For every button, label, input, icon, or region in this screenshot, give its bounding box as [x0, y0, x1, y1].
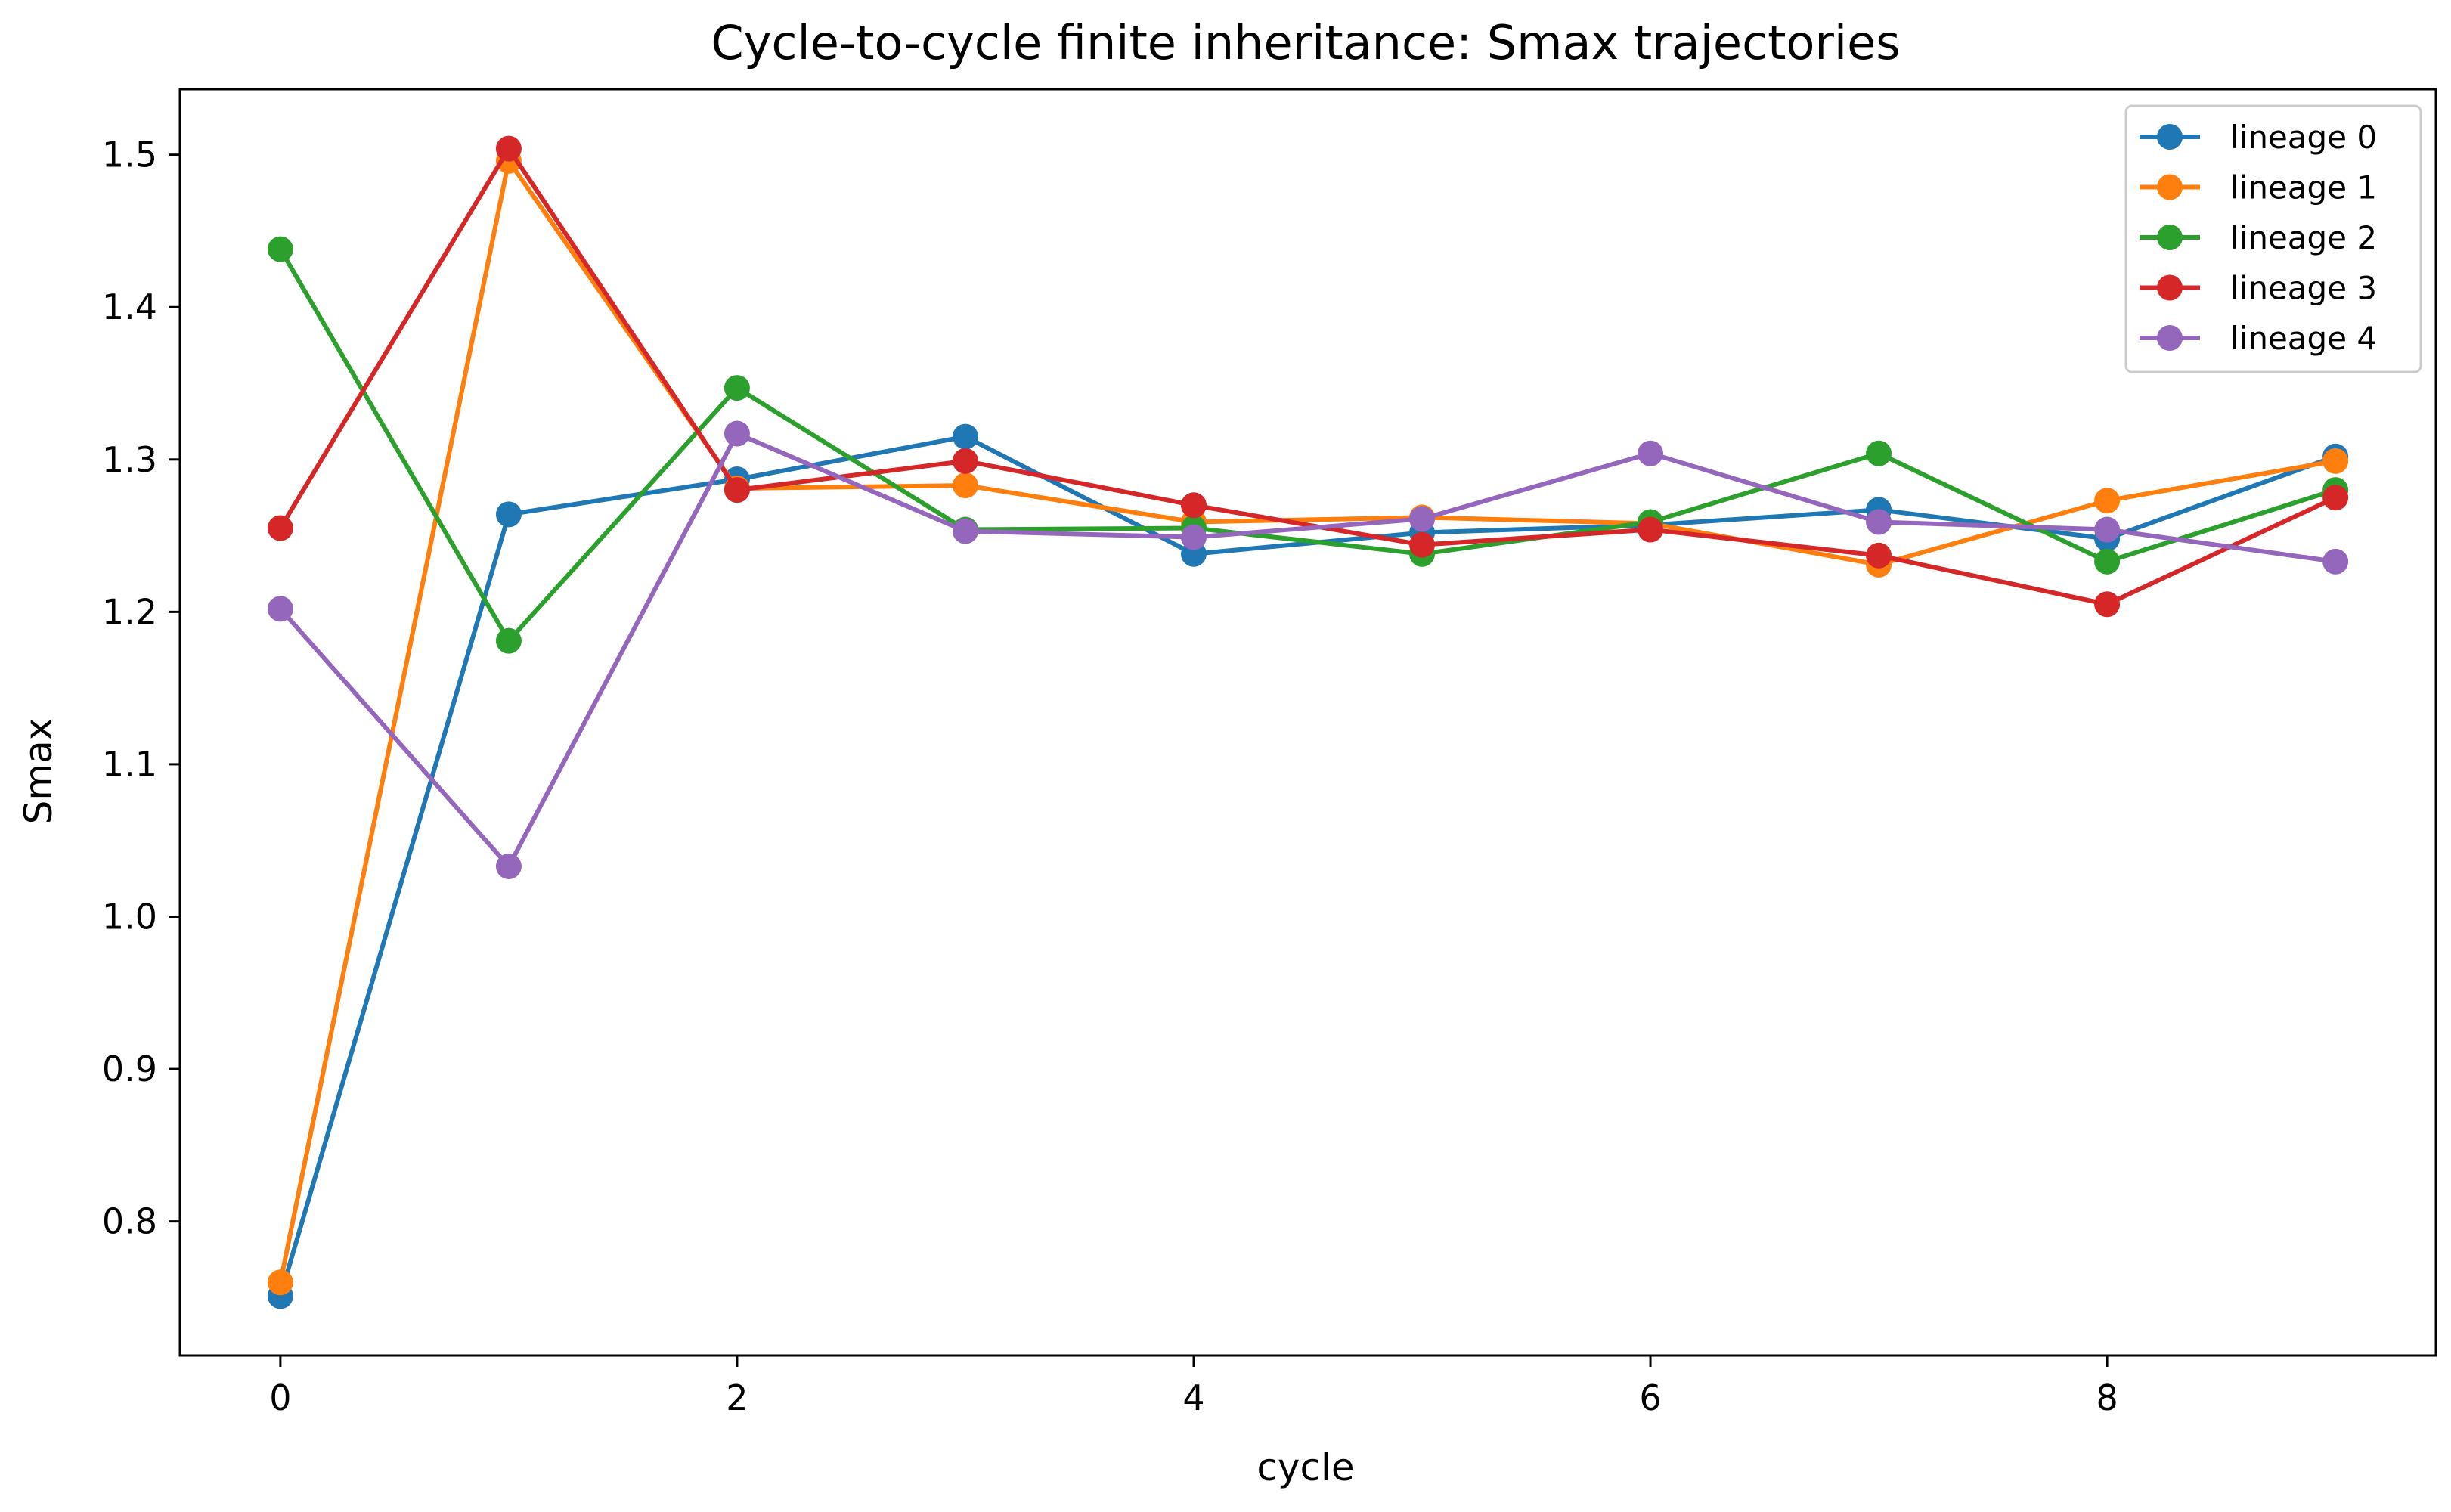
x-tick-label: 0 — [269, 1377, 291, 1418]
y-tick-label: 1.0 — [102, 896, 157, 937]
data-point — [2094, 488, 2121, 514]
y-tick-label: 1.3 — [102, 439, 157, 480]
data-point — [1638, 440, 1664, 466]
legend-item: lineage 0 — [2140, 119, 2377, 156]
legend-marker — [2157, 274, 2183, 301]
series-lineage-4 — [267, 420, 2349, 879]
y-axis: 0.8 0.9 1.0 1.1 1.2 1.3 1.4 1.5 — [102, 135, 180, 1242]
data-point — [495, 627, 522, 654]
plot-frame — [178, 88, 2437, 1357]
data-point — [952, 423, 978, 450]
data-point — [495, 501, 522, 528]
data-point — [495, 853, 522, 879]
legend-item: lineage 2 — [2140, 219, 2377, 256]
data-point — [1866, 440, 1892, 466]
data-point — [495, 135, 522, 162]
data-point — [2322, 485, 2349, 511]
series-line — [278, 146, 2337, 607]
legend-label: lineage 2 — [2230, 219, 2377, 256]
data-point — [724, 375, 750, 401]
data-point — [267, 515, 293, 541]
y-tick-label: 0.9 — [102, 1049, 157, 1089]
legend-item: lineage 4 — [2140, 320, 2377, 357]
legend-label: lineage 1 — [2230, 169, 2377, 206]
y-axis-label: Smax — [17, 718, 60, 825]
legend-marker — [2157, 124, 2183, 150]
data-point — [267, 1269, 293, 1296]
data-point — [952, 472, 978, 499]
series-line — [277, 158, 2336, 1283]
series-layer — [267, 135, 2349, 1309]
series-lineage-3 — [267, 135, 2349, 618]
y-tick-label: 1.4 — [102, 287, 157, 327]
series-line — [278, 431, 2336, 869]
data-point — [2094, 548, 2121, 575]
data-point — [724, 420, 750, 447]
legend: lineage 0 lineage 1 lineage 2 lineage 3 line… — [2124, 104, 2422, 373]
y-tick-label: 1.1 — [102, 744, 157, 785]
chart-title: Cycle-to-cycle finite inheritance: Smax … — [711, 15, 1900, 70]
data-point — [952, 448, 978, 474]
data-point — [1866, 542, 1892, 569]
y-tick-label: 0.8 — [102, 1201, 157, 1242]
legend-label: lineage 3 — [2230, 270, 2377, 307]
data-point — [1866, 509, 1892, 535]
data-point — [1409, 506, 1436, 532]
x-axis-label: cycle — [1256, 1445, 1354, 1489]
legend-item: lineage 1 — [2140, 169, 2377, 206]
data-point — [1409, 531, 1436, 558]
legend-marker — [2157, 325, 2183, 351]
x-tick-label: 6 — [1639, 1377, 1661, 1418]
data-point — [1180, 524, 1207, 550]
data-point — [1638, 516, 1664, 543]
legend-marker — [2157, 174, 2183, 200]
legend-marker — [2157, 225, 2183, 250]
legend-item: lineage 3 — [2140, 270, 2377, 307]
data-point — [267, 596, 293, 622]
data-point — [2322, 448, 2349, 474]
data-point — [1180, 492, 1207, 519]
x-tick-label: 2 — [726, 1377, 748, 1418]
legend-label: lineage 4 — [2230, 320, 2377, 357]
data-point — [952, 518, 978, 544]
x-tick-label: 4 — [1182, 1377, 1204, 1418]
legend-label: lineage 0 — [2230, 119, 2377, 156]
data-point — [2094, 516, 2121, 543]
y-tick-label: 1.2 — [102, 591, 157, 632]
data-point — [2094, 591, 2121, 618]
series-line — [278, 248, 2337, 643]
y-tick-label: 1.5 — [102, 135, 157, 175]
x-tick-label: 8 — [2096, 1377, 2118, 1418]
data-point — [2322, 548, 2349, 575]
data-point — [724, 477, 750, 503]
legend-box — [2124, 104, 2422, 373]
x-axis: 0 2 4 6 8 — [269, 1356, 2118, 1418]
data-point — [267, 236, 293, 262]
